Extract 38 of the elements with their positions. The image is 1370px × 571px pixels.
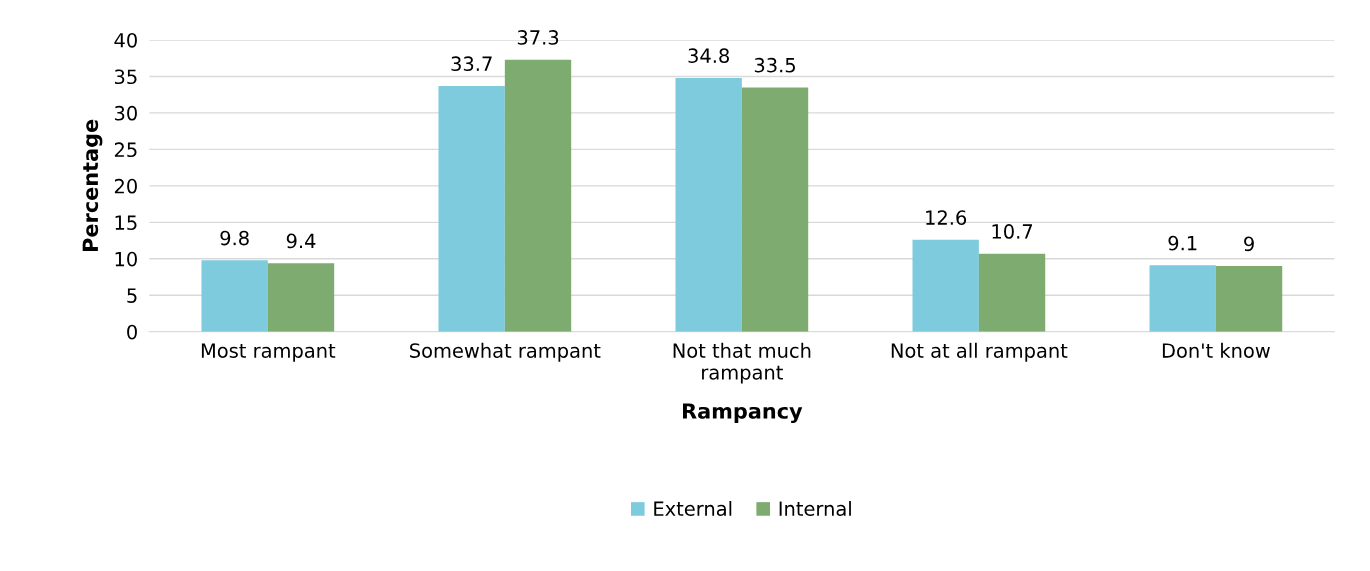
data-label: 33.5 <box>754 57 795 73</box>
y-tick-label: 30 <box>114 105 137 121</box>
bar <box>978 253 1046 332</box>
data-label: 33.7 <box>451 56 492 72</box>
y-tick-label: 10 <box>115 251 137 267</box>
data-label: 10.7 <box>992 224 1033 239</box>
y-tick-label: 25 <box>114 142 137 158</box>
bar <box>1215 266 1283 332</box>
bar <box>267 263 335 332</box>
y-tick-label: 0 <box>127 324 137 340</box>
bar <box>201 260 268 332</box>
data-label: 9.4 <box>286 233 316 249</box>
bar <box>912 239 979 332</box>
data-label: 12.6 <box>926 210 967 225</box>
bar <box>1149 265 1216 332</box>
bar <box>741 87 809 332</box>
legend-label: External <box>654 500 732 517</box>
bar <box>438 85 505 332</box>
bar <box>504 59 572 332</box>
y-tick-label: 40 <box>114 32 137 48</box>
x-axis-title: Rampancy <box>683 403 803 424</box>
data-label: 9.8 <box>220 230 249 246</box>
y-tick-label: 20 <box>114 178 137 194</box>
data-label: 34.8 <box>688 48 729 64</box>
x-tick-label: Not at all rampant <box>891 342 1068 362</box>
bar <box>675 77 742 332</box>
x-tick-label: Most rampant <box>201 343 336 362</box>
y-axis-title: Percentage <box>82 119 103 251</box>
x-tick-label: Somewhat rampant <box>410 342 601 362</box>
y-tick-label: 35 <box>114 69 137 85</box>
legend-label: Internal <box>779 500 851 517</box>
data-label: 9.1 <box>1168 235 1197 251</box>
data-label: 37.3 <box>517 30 559 45</box>
y-tick-label: 5 <box>127 288 137 303</box>
data-label: 9 <box>1244 236 1254 252</box>
x-tick-label: Not that much rampant <box>673 342 811 384</box>
y-tick-label: 15 <box>115 215 137 230</box>
x-tick-label: Don't know <box>1162 342 1270 358</box>
